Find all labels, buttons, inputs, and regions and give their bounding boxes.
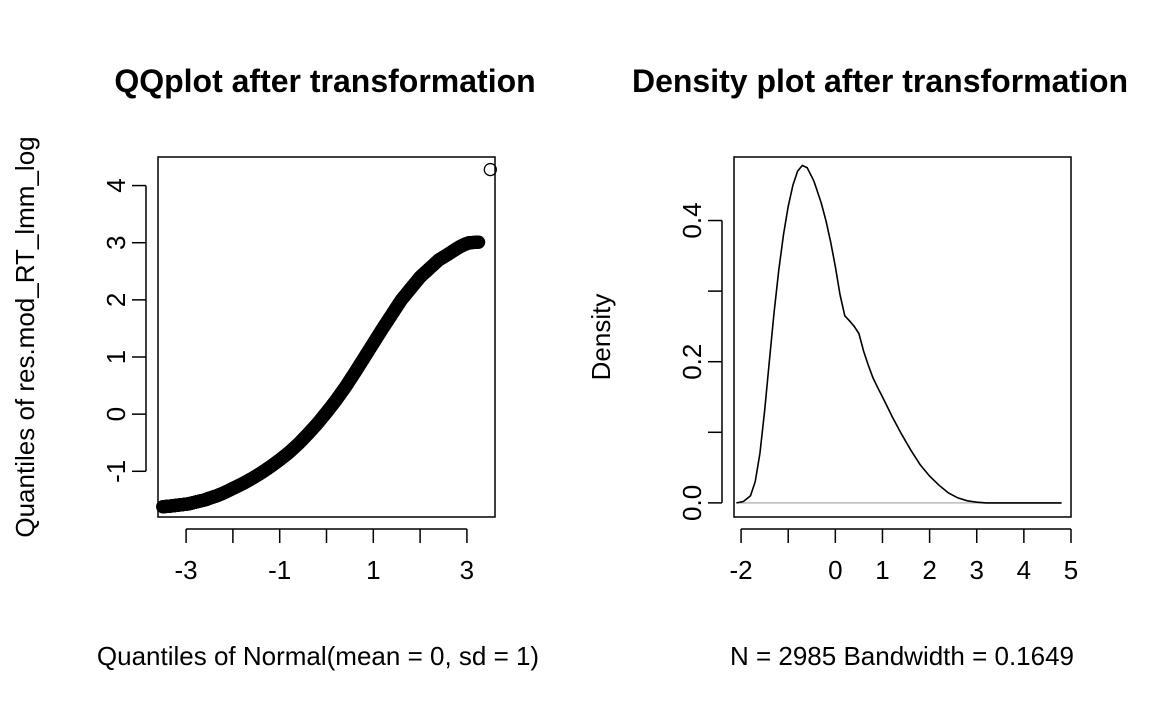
density-y-axis-label: Density (586, 294, 616, 381)
qq-x-axis: -3 -1 1 3 (175, 528, 474, 585)
qq-title: QQplot after transformation (114, 63, 535, 99)
qq-x-axis-label: Quantiles of Normal(mean = 0, sd = 1) (97, 641, 539, 671)
density-x-tick-label: 1 (875, 555, 889, 585)
qq-y-tick-label: 3 (101, 235, 131, 249)
qq-y-tick-label: 4 (101, 178, 131, 192)
qq-x-tick-label: -3 (175, 555, 198, 585)
density-x-axis: -2 0 1 2 3 4 5 (730, 528, 1078, 585)
qq-plot-frame (157, 156, 496, 518)
density-y-tick-label: 0.4 (677, 202, 707, 238)
density-x-axis-label: N = 2985 Bandwidth = 0.1649 (730, 641, 1074, 671)
qq-point (483, 162, 497, 177)
density-curve (736, 164, 1062, 504)
qq-y-tick-label: -1 (101, 460, 131, 483)
density-x-tick-label: 0 (828, 555, 842, 585)
density-plot-frame (733, 156, 1072, 518)
density-panel: Density plot after transformation -2 0 1 2 3… (586, 63, 1128, 671)
density-x-tick-label: 2 (922, 555, 936, 585)
qq-panel: QQplot after transformation -3 -1 1 3 -1 0 1 2… (10, 63, 539, 671)
density-y-tick-label: 0.2 (677, 344, 707, 380)
density-x-tick-label: 4 (1017, 555, 1031, 585)
qq-y-tick-label: 2 (101, 293, 131, 307)
qq-y-axis: -1 0 1 2 3 4 (101, 178, 147, 483)
density-x-tick-label: 5 (1064, 555, 1078, 585)
density-x-tick-label: 3 (969, 555, 983, 585)
qq-x-tick-label: 1 (366, 555, 380, 585)
density-y-axis: 0.0 0.2 0.4 (677, 202, 723, 521)
density-y-tick-label: 0.0 (677, 485, 707, 521)
qq-y-tick-label: 0 (101, 407, 131, 421)
qq-y-axis-label: Quantiles of res.mod_RT_lmm_log (10, 136, 40, 537)
qq-y-tick-label: 1 (101, 350, 131, 364)
density-title: Density plot after transformation (632, 63, 1128, 99)
qq-x-tick-label: -1 (268, 555, 291, 585)
qq-x-tick-label: 3 (460, 555, 474, 585)
qq-points (156, 162, 497, 514)
density-x-tick-label: -2 (730, 555, 753, 585)
qq-point (471, 235, 486, 249)
